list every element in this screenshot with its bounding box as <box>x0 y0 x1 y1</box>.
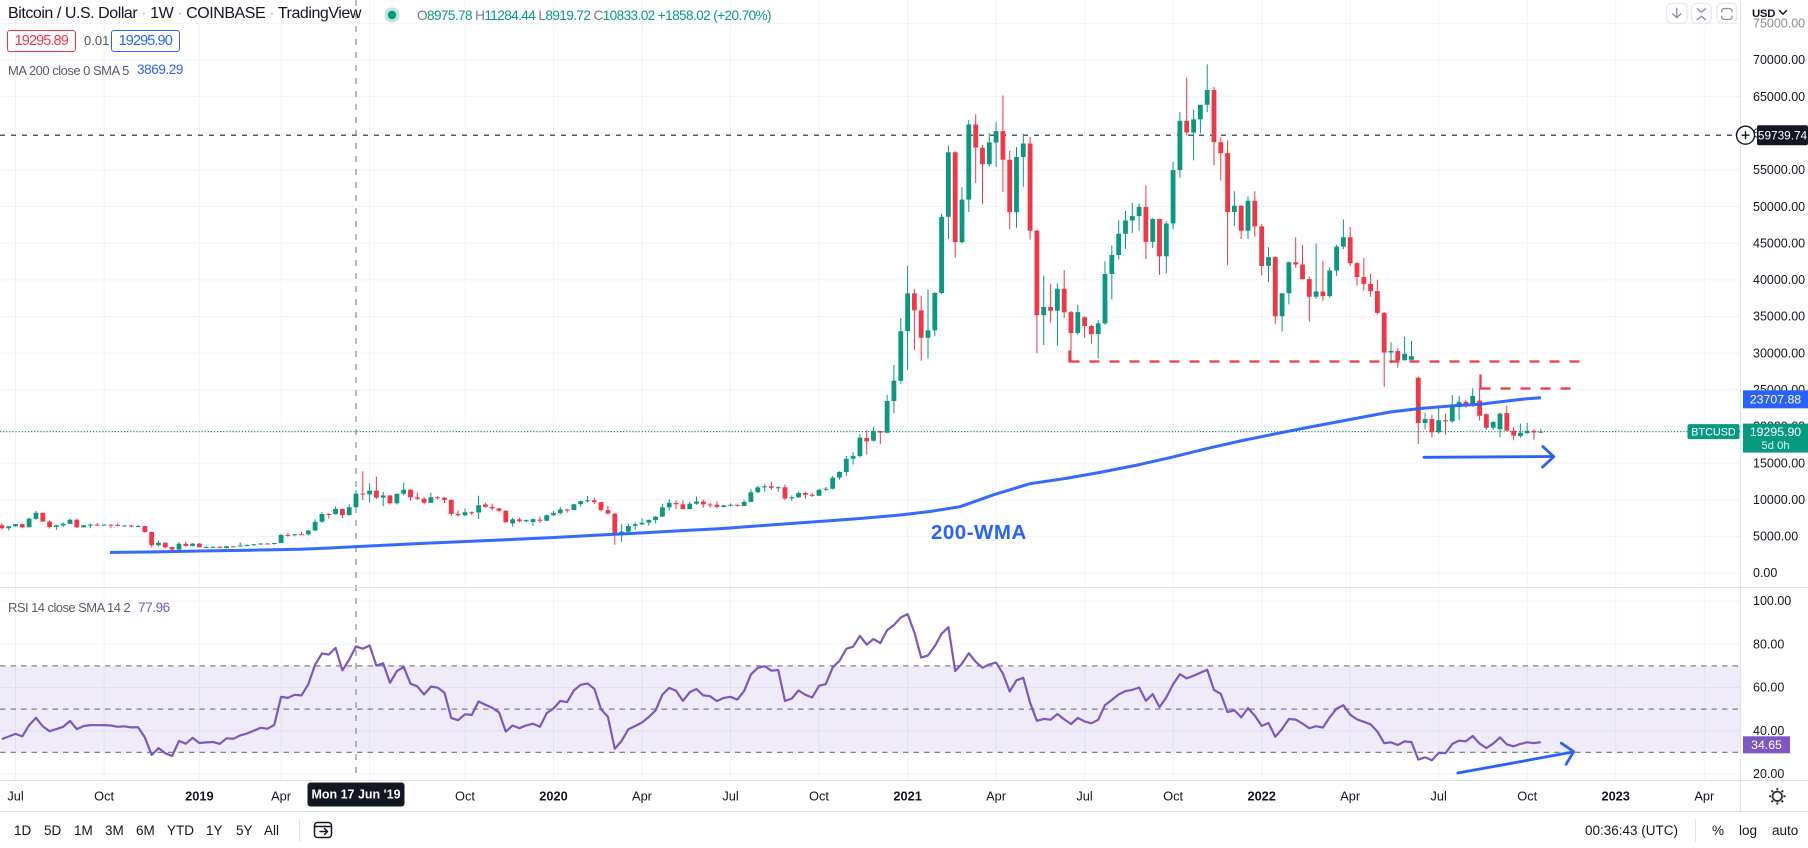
svg-text:Apr: Apr <box>1340 789 1361 804</box>
svg-text:15000.00: 15000.00 <box>1753 456 1805 470</box>
svg-text:BTCUSD: BTCUSD <box>1691 426 1736 438</box>
svg-text:Jul: Jul <box>1076 789 1092 804</box>
svg-text:10000.00: 10000.00 <box>1753 493 1805 507</box>
svg-text:70000.00: 70000.00 <box>1753 53 1805 67</box>
svg-text:34.65: 34.65 <box>1751 738 1782 752</box>
svg-text:50000.00: 50000.00 <box>1753 200 1805 214</box>
svg-text:65000.00: 65000.00 <box>1753 90 1805 104</box>
svg-text:5d 0h: 5d 0h <box>1761 440 1789 452</box>
svg-text:Apr: Apr <box>271 789 292 804</box>
svg-text:0.00: 0.00 <box>1753 566 1777 580</box>
svg-text:Apr: Apr <box>986 789 1007 804</box>
svg-text:Oct: Oct <box>1517 789 1537 804</box>
svg-text:Jul: Jul <box>1431 789 1447 804</box>
svg-text:30000.00: 30000.00 <box>1753 346 1805 360</box>
svg-text:2022: 2022 <box>1247 789 1275 804</box>
svg-text:Jul: Jul <box>722 789 738 804</box>
svg-text:20.00: 20.00 <box>1753 767 1784 781</box>
svg-text:2019: 2019 <box>185 789 213 804</box>
svg-text:Jul: Jul <box>7 789 23 804</box>
svg-text:2021: 2021 <box>893 789 921 804</box>
svg-text:75000.00: 75000.00 <box>1753 17 1805 31</box>
svg-text:Apr: Apr <box>1694 789 1715 804</box>
svg-text:40000.00: 40000.00 <box>1753 273 1805 287</box>
svg-text:35000.00: 35000.00 <box>1753 310 1805 324</box>
svg-text:Oct: Oct <box>94 789 114 804</box>
svg-text:100.00: 100.00 <box>1753 594 1791 608</box>
svg-text:200-WMA: 200-WMA <box>931 521 1027 544</box>
svg-text:2020: 2020 <box>539 789 567 804</box>
svg-text:55000.00: 55000.00 <box>1753 163 1805 177</box>
svg-text:59739.74: 59739.74 <box>1758 129 1808 143</box>
svg-text:Apr: Apr <box>632 789 653 804</box>
svg-text:23707.88: 23707.88 <box>1750 393 1801 407</box>
svg-text:45000.00: 45000.00 <box>1753 236 1805 250</box>
svg-text:80.00: 80.00 <box>1753 638 1784 652</box>
svg-text:60.00: 60.00 <box>1753 681 1784 695</box>
svg-text:5000.00: 5000.00 <box>1753 530 1798 544</box>
svg-text:Mon 17 Jun '19: Mon 17 Jun '19 <box>311 788 400 802</box>
svg-text:2023: 2023 <box>1601 789 1629 804</box>
svg-text:Oct: Oct <box>1163 789 1183 804</box>
svg-text:Oct: Oct <box>809 789 829 804</box>
svg-text:19295.90: 19295.90 <box>1750 425 1801 439</box>
svg-text:40.00: 40.00 <box>1753 724 1784 738</box>
svg-text:Oct: Oct <box>455 789 475 804</box>
svg-text:USD: USD <box>1752 8 1775 20</box>
